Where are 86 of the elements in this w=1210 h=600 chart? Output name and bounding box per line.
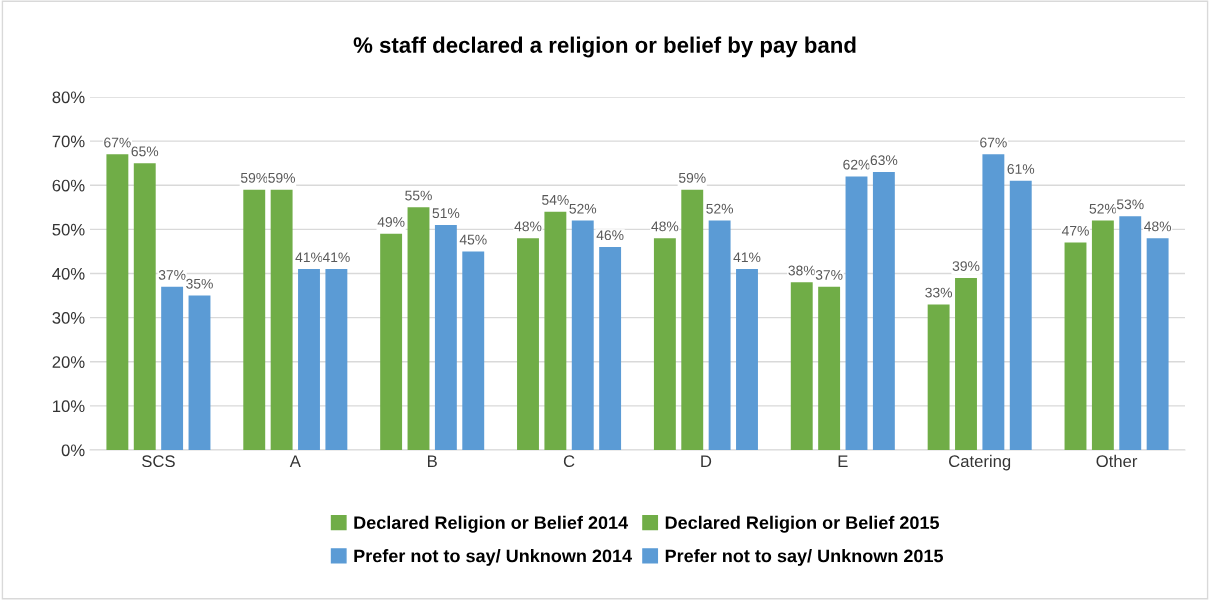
data-label: 67% xyxy=(104,137,131,148)
data-label: 53% xyxy=(1116,199,1144,210)
bar xyxy=(133,163,156,450)
x-tick-label: B xyxy=(428,455,437,467)
bar xyxy=(161,286,184,450)
bar xyxy=(325,269,348,450)
data-label: 48% xyxy=(514,221,542,232)
bar xyxy=(653,238,676,450)
x-tick-label: C xyxy=(563,455,575,468)
data-label: 52% xyxy=(706,203,734,214)
y-tick-label: 0% xyxy=(61,444,85,457)
data-label: 62% xyxy=(843,159,870,170)
bar xyxy=(270,189,293,450)
data-label: 33% xyxy=(925,287,953,298)
bar xyxy=(1119,216,1142,450)
data-label: 38% xyxy=(788,265,816,276)
bar xyxy=(1091,220,1114,450)
bar xyxy=(982,154,1005,450)
bar xyxy=(517,238,539,450)
bar xyxy=(599,247,622,450)
data-label: 37% xyxy=(158,269,186,280)
x-tick-label: A xyxy=(289,455,301,467)
data-label: 65% xyxy=(131,146,159,157)
data-label: 63% xyxy=(870,155,898,166)
legend-label: Declared Religion or Belief 2014 xyxy=(354,515,629,533)
data-label: 47% xyxy=(1061,225,1089,236)
x-tick-label: SCS xyxy=(142,455,175,468)
data-label: 55% xyxy=(405,190,432,201)
x-tick-label: Other xyxy=(1096,454,1138,468)
y-tick-label: 20% xyxy=(52,356,85,368)
data-label: 48% xyxy=(1144,221,1172,232)
data-label: 51% xyxy=(432,208,460,219)
data-label: 61% xyxy=(1007,164,1035,174)
data-label: 59% xyxy=(240,172,268,183)
data-label: 41% xyxy=(295,252,323,263)
bar xyxy=(1146,238,1169,450)
bar xyxy=(298,269,320,450)
bar xyxy=(955,277,977,450)
bar xyxy=(462,251,485,450)
data-label: 37% xyxy=(815,269,843,280)
data-label: 52% xyxy=(569,203,597,214)
bar xyxy=(927,304,950,450)
bar xyxy=(818,286,841,450)
legend-label: Prefer not to say/ Unknown 2015 xyxy=(665,549,944,566)
y-tick-label: 80% xyxy=(52,91,85,104)
bar xyxy=(1064,242,1087,450)
y-tick-label: 70% xyxy=(52,135,85,148)
data-label: 39% xyxy=(952,261,980,271)
bar xyxy=(1009,180,1032,450)
x-tick-label: D xyxy=(701,455,712,467)
y-tick-label: 50% xyxy=(52,223,85,236)
bar xyxy=(571,220,594,450)
bar xyxy=(243,189,266,450)
bar xyxy=(681,189,704,450)
bar xyxy=(790,282,813,450)
bar xyxy=(106,154,129,450)
y-tick-label: 10% xyxy=(53,400,85,413)
y-tick-label: 60% xyxy=(52,179,85,192)
bar xyxy=(736,269,758,450)
data-label: 41% xyxy=(322,252,350,263)
y-tick-label: 40% xyxy=(52,267,85,280)
data-label: 54% xyxy=(542,195,569,205)
bar xyxy=(544,211,567,450)
y-tick-label: 30% xyxy=(52,312,85,324)
data-label: 59% xyxy=(268,172,296,183)
data-label: 35% xyxy=(186,278,213,289)
data-label: 45% xyxy=(459,234,487,245)
data-label: 41% xyxy=(733,252,761,263)
data-label: 67% xyxy=(980,137,1007,148)
chart-title: % staff declared a religion or belief by pay band xyxy=(353,36,856,58)
bar xyxy=(407,207,430,450)
data-label: 46% xyxy=(596,230,624,241)
data-label: 52% xyxy=(1089,203,1117,214)
bar xyxy=(872,172,895,450)
bar xyxy=(845,176,868,450)
data-label: 49% xyxy=(377,217,405,227)
data-label: 59% xyxy=(678,172,706,183)
bar xyxy=(380,233,403,450)
data-label: 48% xyxy=(651,221,679,232)
legend-label: Declared Religion or Belief 2015 xyxy=(665,515,940,533)
x-tick-label: E xyxy=(838,455,848,467)
bar xyxy=(188,295,211,450)
x-tick-label: Catering xyxy=(949,454,1011,471)
bar xyxy=(708,220,731,450)
legend-label: Prefer not to say/ Unknown 2014 xyxy=(354,549,633,566)
bar xyxy=(434,224,457,450)
